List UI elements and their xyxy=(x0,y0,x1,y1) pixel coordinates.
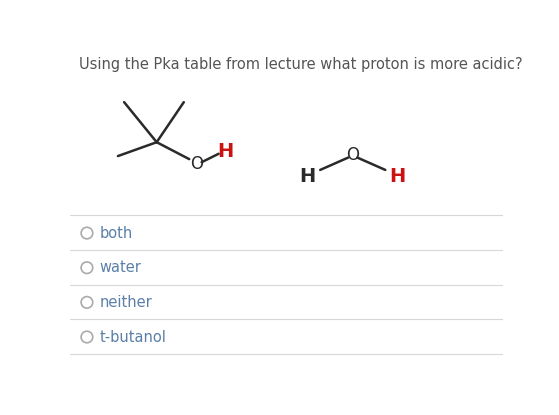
Text: Using the Pka table from lecture what proton is more acidic?: Using the Pka table from lecture what pr… xyxy=(79,58,523,73)
Text: neither: neither xyxy=(100,295,152,310)
Text: H: H xyxy=(300,166,316,186)
Text: O: O xyxy=(346,146,359,164)
Text: both: both xyxy=(100,226,132,241)
Text: H: H xyxy=(389,166,405,186)
Text: H: H xyxy=(217,142,234,161)
Text: t-butanol: t-butanol xyxy=(100,330,166,344)
Text: O: O xyxy=(191,155,203,173)
Text: water: water xyxy=(100,260,141,275)
